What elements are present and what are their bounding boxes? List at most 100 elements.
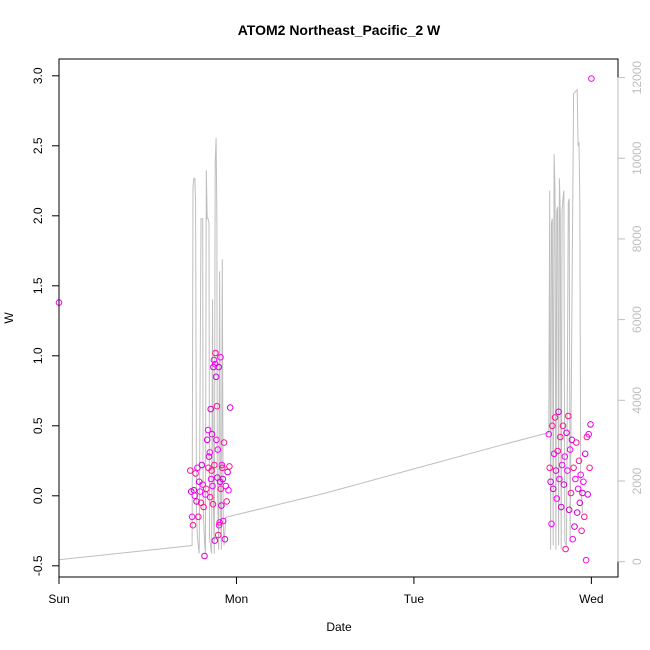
data-point [573, 439, 580, 446]
data-point [557, 503, 565, 511]
data-point [577, 471, 585, 479]
data-point [200, 503, 207, 511]
data-point [211, 537, 219, 544]
data-point [574, 485, 582, 493]
data-point [189, 521, 197, 529]
data-point [203, 436, 211, 444]
data-point [209, 500, 217, 508]
data-point [557, 433, 564, 441]
data-point [569, 535, 577, 543]
data-point [564, 467, 571, 474]
data-point [581, 450, 589, 458]
y-right-tick-label: 6000 [630, 306, 644, 333]
data-point [566, 446, 574, 453]
data-point [546, 464, 554, 472]
data-point [203, 485, 210, 493]
x-axis: Sun Mon Tue Wed [48, 576, 604, 606]
data-point [580, 478, 587, 486]
data-point [208, 430, 216, 438]
data-point [548, 520, 555, 528]
data-point [588, 75, 595, 82]
y-left-tick-label: 2.5 [31, 137, 45, 154]
y-right-tick-label: 8000 [630, 225, 644, 252]
data-point [220, 439, 228, 446]
x-tick-label: Sun [48, 592, 69, 606]
data-point [217, 485, 225, 493]
data-point [219, 517, 227, 525]
data-point [205, 453, 213, 460]
data-point [553, 495, 561, 502]
data-point [585, 430, 593, 438]
data-point [582, 556, 590, 564]
data-point [575, 457, 583, 465]
data-point [218, 502, 225, 509]
data-point [187, 467, 194, 474]
chart-title: ATOM2 Northeast_Pacific_2 W [238, 22, 441, 38]
y-right-tick-label: 2000 [630, 467, 644, 494]
data-point [213, 402, 221, 410]
data-point [206, 493, 214, 501]
data-point [579, 489, 586, 497]
data-point [204, 426, 212, 434]
data-point [209, 482, 216, 490]
data-point [212, 373, 220, 381]
data-point [193, 498, 200, 505]
x-tick-label: Tue [404, 592, 425, 606]
data-point [571, 523, 578, 530]
data-point [217, 353, 224, 361]
data-point [567, 489, 575, 497]
data-point [218, 461, 226, 469]
y-left-tick-label: 2.0 [31, 207, 45, 224]
data-point [221, 535, 229, 543]
x-tick-label: Wed [579, 592, 603, 606]
y-axis-right: 0 2000 4000 6000 8000 10000 12000 [617, 61, 644, 565]
data-point [215, 363, 222, 371]
data-point [219, 475, 227, 483]
data-point [206, 449, 214, 456]
data-point [201, 552, 208, 560]
y-axis-label: W [2, 312, 16, 324]
data-point [549, 422, 556, 430]
data-point [559, 422, 567, 430]
y-left-tick-label: 0.0 [31, 487, 45, 504]
data-point [225, 486, 232, 494]
data-point [572, 475, 579, 483]
data-point [214, 531, 222, 539]
data-point [188, 513, 196, 521]
data-point [563, 429, 570, 437]
data-point [210, 356, 218, 364]
data-point [578, 527, 585, 535]
data-point [226, 404, 234, 411]
data-point [558, 461, 566, 469]
data-point [570, 464, 577, 472]
data-point [214, 446, 222, 453]
y-right-tick-label: 4000 [630, 387, 644, 414]
data-point [565, 506, 573, 514]
y-left-tick-label: 0.5 [31, 417, 45, 434]
data-point [192, 470, 199, 477]
data-point [223, 498, 230, 505]
data-point [224, 468, 231, 476]
data-point [547, 478, 554, 486]
data-point [552, 467, 560, 474]
data-point [226, 463, 233, 470]
y-right-tick-label: 12000 [630, 61, 644, 95]
y-left-tick-label: 1.0 [31, 347, 45, 364]
plot-frame [58, 58, 619, 578]
data-point [554, 447, 562, 455]
data-point [207, 475, 215, 483]
data-point [584, 491, 592, 498]
data-point [576, 499, 584, 507]
data-point [556, 475, 563, 483]
x-tick-label: Mon [225, 592, 248, 606]
data-point [587, 421, 594, 428]
data-point [551, 414, 559, 421]
data-point [207, 405, 214, 413]
data-point [573, 509, 581, 516]
y-left-tick-label: 1.5 [31, 277, 45, 294]
data-point [216, 519, 223, 526]
y-axis-left: -0.5 0.0 0.5 1.0 1.5 2.0 2.5 3.0 [31, 67, 60, 576]
data-point [545, 430, 553, 438]
y-left-tick-label: 3.0 [31, 67, 45, 84]
